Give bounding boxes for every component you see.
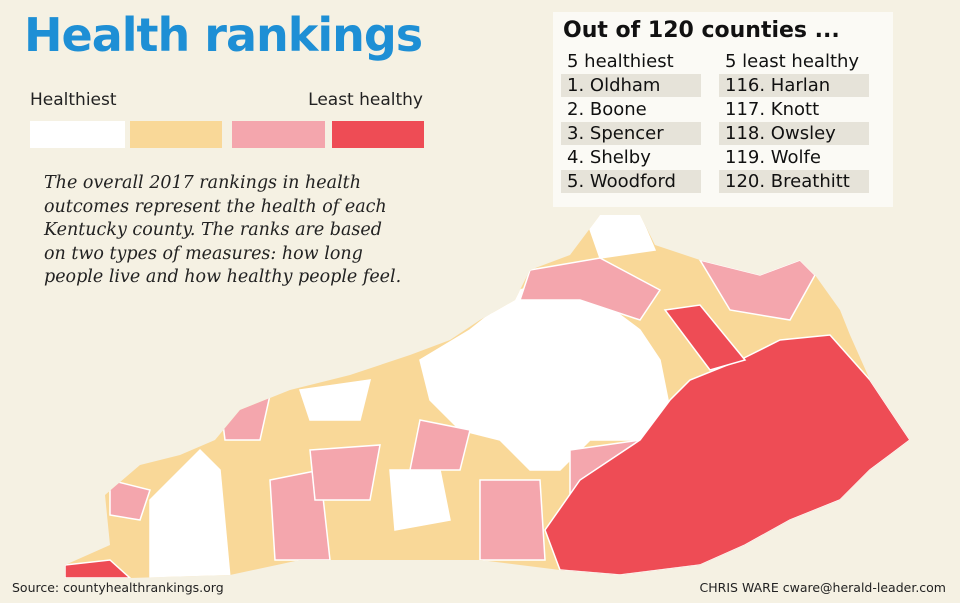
county-region — [583, 215, 657, 259]
cell: 118. Owsley — [719, 122, 869, 145]
county-region — [65, 559, 132, 578]
county-region — [518, 257, 662, 321]
title: Health rankings — [24, 8, 423, 62]
legend-high-label: Least healthy — [308, 90, 423, 110]
description: The overall 2017 rankings in health outc… — [44, 173, 402, 287]
county-region — [149, 448, 231, 578]
county-region — [698, 258, 816, 321]
county-region — [479, 479, 546, 561]
cell: 117. Knott — [725, 99, 820, 120]
cell: 116. Harlan — [719, 74, 869, 97]
county-region — [299, 379, 371, 421]
legend-swatch — [130, 121, 222, 148]
row: 1. Oldham 116. Harlan — [561, 74, 869, 97]
county-region — [409, 419, 471, 471]
cell: 5. Woodford — [561, 170, 701, 193]
legend-low-label: Healthiest — [30, 90, 117, 110]
header-row: 5 healthiest 5 least healthy — [561, 49, 869, 73]
legend-swatch — [30, 121, 125, 148]
column-header: 5 least healthy — [725, 50, 860, 72]
county-region — [389, 469, 451, 531]
cell: 4. Shelby — [567, 147, 651, 168]
row: 3. Spencer 118. Owsley — [561, 122, 869, 145]
credit: CHRIS WARE cware@herald-leader.com — [699, 580, 946, 595]
county-region — [663, 304, 747, 371]
cell: 119. Wolfe — [725, 147, 821, 168]
cell: 2. Boone — [567, 99, 647, 120]
row: 4. Shelby 119. Wolfe — [561, 146, 869, 169]
legend-swatch — [332, 121, 424, 148]
row: 5. Woodford 120. Breathitt — [561, 170, 869, 193]
cell: 120. Breathitt — [719, 170, 869, 193]
rank-table: 5 healthiest 5 least healthy 1. Oldham 116… — [561, 48, 869, 194]
panel-title: Out of 120 counties ... — [563, 18, 840, 43]
row: 2. Boone 117. Knott — [561, 98, 869, 121]
legend-swatch — [232, 121, 325, 148]
county-region — [309, 444, 381, 501]
cell: 1. Oldham — [561, 74, 701, 97]
cell: 3. Spencer — [561, 122, 701, 145]
rank-panel: Out of 120 counties ... 5 healthiest 5 le… — [553, 12, 893, 207]
county-region — [109, 479, 151, 521]
column-header: 5 healthiest — [567, 50, 674, 72]
source: Source: countyhealthrankings.org — [12, 580, 224, 595]
